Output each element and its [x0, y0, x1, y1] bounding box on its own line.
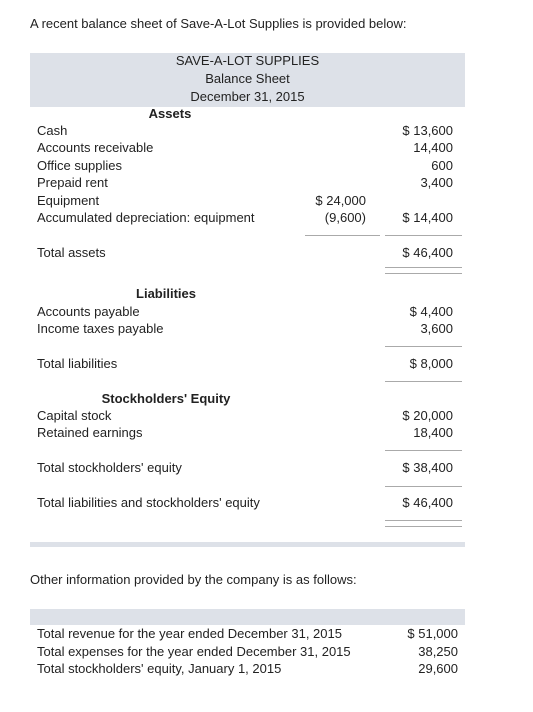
line-item-amount: 3,400 — [420, 175, 453, 190]
rule — [385, 346, 462, 347]
other-amount: 29,600 — [418, 661, 458, 676]
total-label: Total stockholders' equity — [37, 460, 182, 475]
line-item-label: Prepaid rent — [37, 175, 108, 190]
header-band — [30, 53, 465, 107]
line-item-amount: $ 14,400 — [402, 210, 453, 225]
line-item-label: Capital stock — [37, 408, 112, 423]
line-item-amount: 14,400 — [413, 140, 453, 155]
line-item-label: Accounts receivable — [37, 140, 154, 155]
line-item-detail: $ 24,000 — [315, 193, 366, 208]
other-label: Total stockholders' equity, January 1, 2… — [37, 661, 282, 676]
rule — [385, 486, 462, 487]
line-item-amount: 3,600 — [420, 321, 453, 336]
section-heading: Liabilities — [136, 286, 196, 301]
other-header-band — [30, 609, 465, 625]
line-item-label: Cash — [37, 123, 68, 138]
rule — [385, 267, 462, 268]
line-item-amount: $ 4,400 — [409, 304, 453, 319]
rule — [385, 520, 462, 521]
section-heading: Assets — [148, 106, 192, 121]
total-amount: $ 38,400 — [402, 460, 453, 475]
intro-text: A recent balance sheet of Save-A-Lot Sup… — [30, 16, 407, 31]
other-intro: Other information provided by the compan… — [30, 572, 357, 587]
line-item-amount: 600 — [431, 158, 453, 173]
line-item-detail: (9,600) — [324, 210, 366, 225]
other-label: Total expenses for the year ended Decemb… — [37, 644, 351, 659]
total-label: Total liabilities — [37, 356, 118, 371]
grand-total-label: Total liabilities and stockholders' equi… — [37, 495, 260, 510]
other-amount: 38,250 — [418, 644, 458, 659]
line-item-label: Office supplies — [37, 158, 123, 173]
line-item-amount: 18,400 — [413, 425, 453, 440]
line-item-label: Accumulated depreciation: equipment — [37, 210, 255, 225]
rule — [385, 450, 462, 451]
company-name: SAVE-A-LOT SUPPLIES — [175, 53, 320, 68]
rule — [385, 526, 462, 527]
line-item-label: Equipment — [37, 193, 100, 208]
total-label: Total assets — [37, 245, 106, 260]
grand-total-amount: $ 46,400 — [402, 495, 453, 510]
line-item-label: Accounts payable — [37, 304, 140, 319]
rule — [305, 235, 380, 236]
total-amount: $ 8,000 — [409, 356, 453, 371]
line-item-amount: $ 20,000 — [402, 408, 453, 423]
section-heading: Stockholders' Equity — [101, 391, 231, 406]
rule — [385, 381, 462, 382]
divider-band — [30, 542, 465, 547]
line-item-label: Retained earnings — [37, 425, 143, 440]
other-amount: $ 51,000 — [407, 626, 458, 641]
other-label: Total revenue for the year ended Decembe… — [37, 626, 342, 641]
line-item-label: Income taxes payable — [37, 321, 164, 336]
statement-date: December 31, 2015 — [190, 89, 305, 104]
line-item-amount: $ 13,600 — [402, 123, 453, 138]
statement-title: Balance Sheet — [205, 71, 290, 86]
rule — [385, 235, 462, 236]
rule — [385, 273, 462, 274]
total-amount: $ 46,400 — [402, 245, 453, 260]
